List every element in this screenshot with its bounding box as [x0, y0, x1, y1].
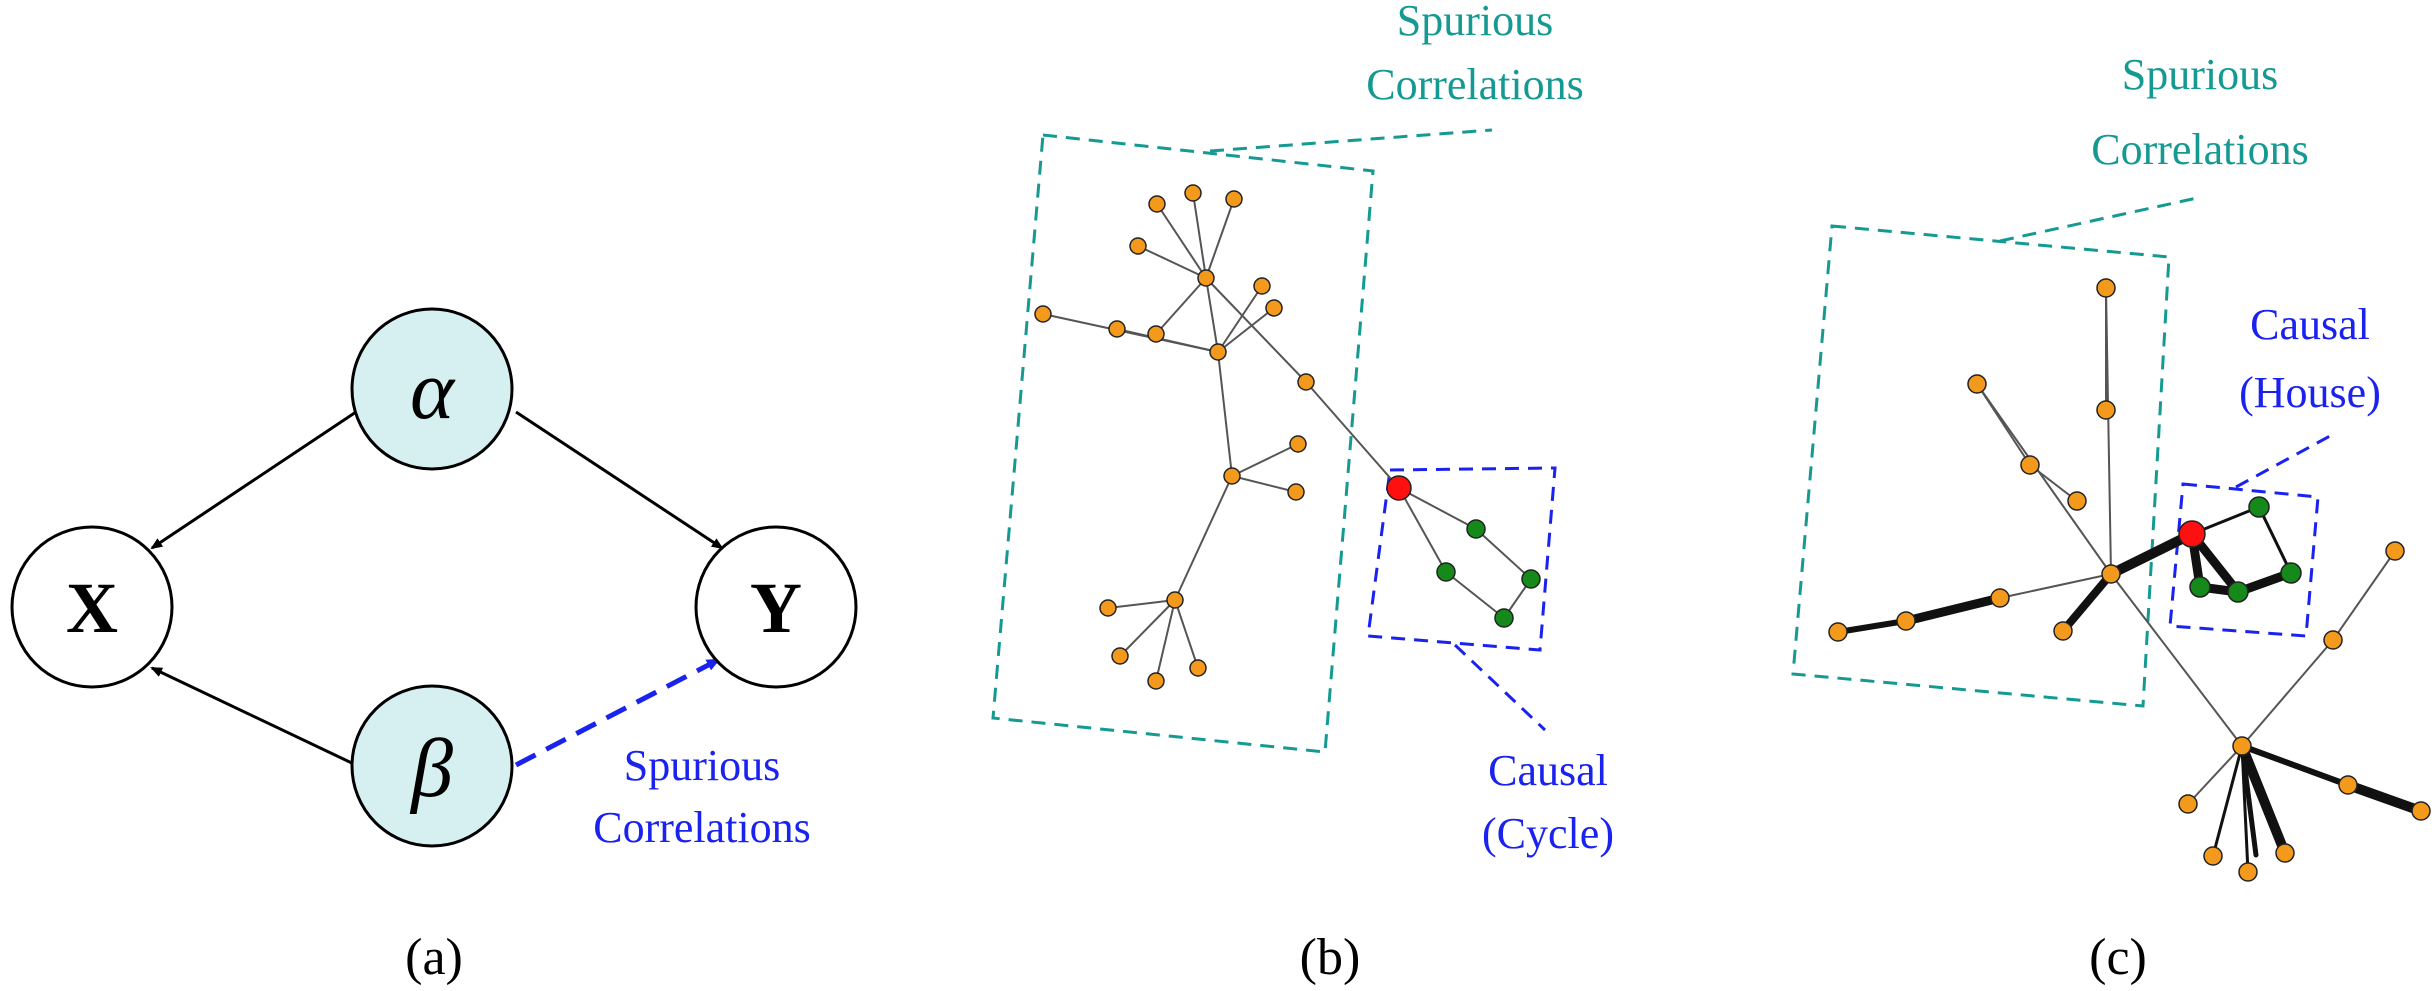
node-beta-label: β: [409, 722, 453, 815]
spurious-label-c-line1: Spurious: [2122, 50, 2278, 99]
causal-region-b: [1366, 466, 1557, 652]
caption-c: (c): [2089, 929, 2147, 986]
edge-beta-x: [150, 666, 357, 767]
spurious-label-b-line1: Spurious: [1397, 0, 1553, 45]
spurious-label-a-line2: Correlations: [593, 803, 811, 852]
panel-c: Spurious Correlations Causal (House): [1791, 50, 2431, 986]
node-beta: [350, 684, 514, 848]
spurious-label-c-line2: Correlations: [2091, 125, 2309, 174]
panel-a: α β X Y Spurious Correlations (a): [10, 307, 858, 986]
graph-nodes-c: [1828, 278, 2431, 882]
caption-b: (b): [1300, 929, 1361, 986]
graph-edges-c-thick: [1835, 529, 2426, 874]
spurious-region-c: [1791, 224, 2171, 708]
panel-b: Spurious Correlations Causal (Cycle): [991, 0, 1614, 986]
causal-label-b-line2: (Cycle): [1482, 809, 1614, 858]
causal-label-c-line1: Causal: [2250, 300, 2370, 349]
edge-beta-y-spurious: [514, 657, 721, 768]
edge-alpha-x: [150, 410, 357, 550]
caption-a: (a): [405, 929, 463, 986]
causal-leader-c: [2235, 434, 2331, 489]
node-alpha-label: α: [410, 344, 456, 437]
causal-leader-b: [1453, 643, 1547, 732]
spurious-label-b-line2: Correlations: [1366, 60, 1584, 109]
graph-nodes-b: [1034, 184, 1541, 690]
node-x-label: X: [66, 568, 118, 648]
causal-label-b-line1: Causal: [1488, 746, 1608, 795]
spurious-label-a-line1: Spurious: [624, 741, 780, 790]
spurious-region-b: [991, 133, 1375, 754]
causal-label-c-line2: (House): [2239, 368, 2381, 417]
node-y: [694, 525, 858, 689]
spurious-leader-c: [1999, 196, 2198, 243]
node-y-label: Y: [750, 568, 802, 648]
node-alpha: [350, 307, 514, 471]
edge-alpha-y: [515, 410, 724, 550]
node-x: [10, 525, 174, 689]
graph-edges-c-spine: [1976, 288, 2107, 502]
spurious-leader-b: [1209, 128, 1493, 153]
